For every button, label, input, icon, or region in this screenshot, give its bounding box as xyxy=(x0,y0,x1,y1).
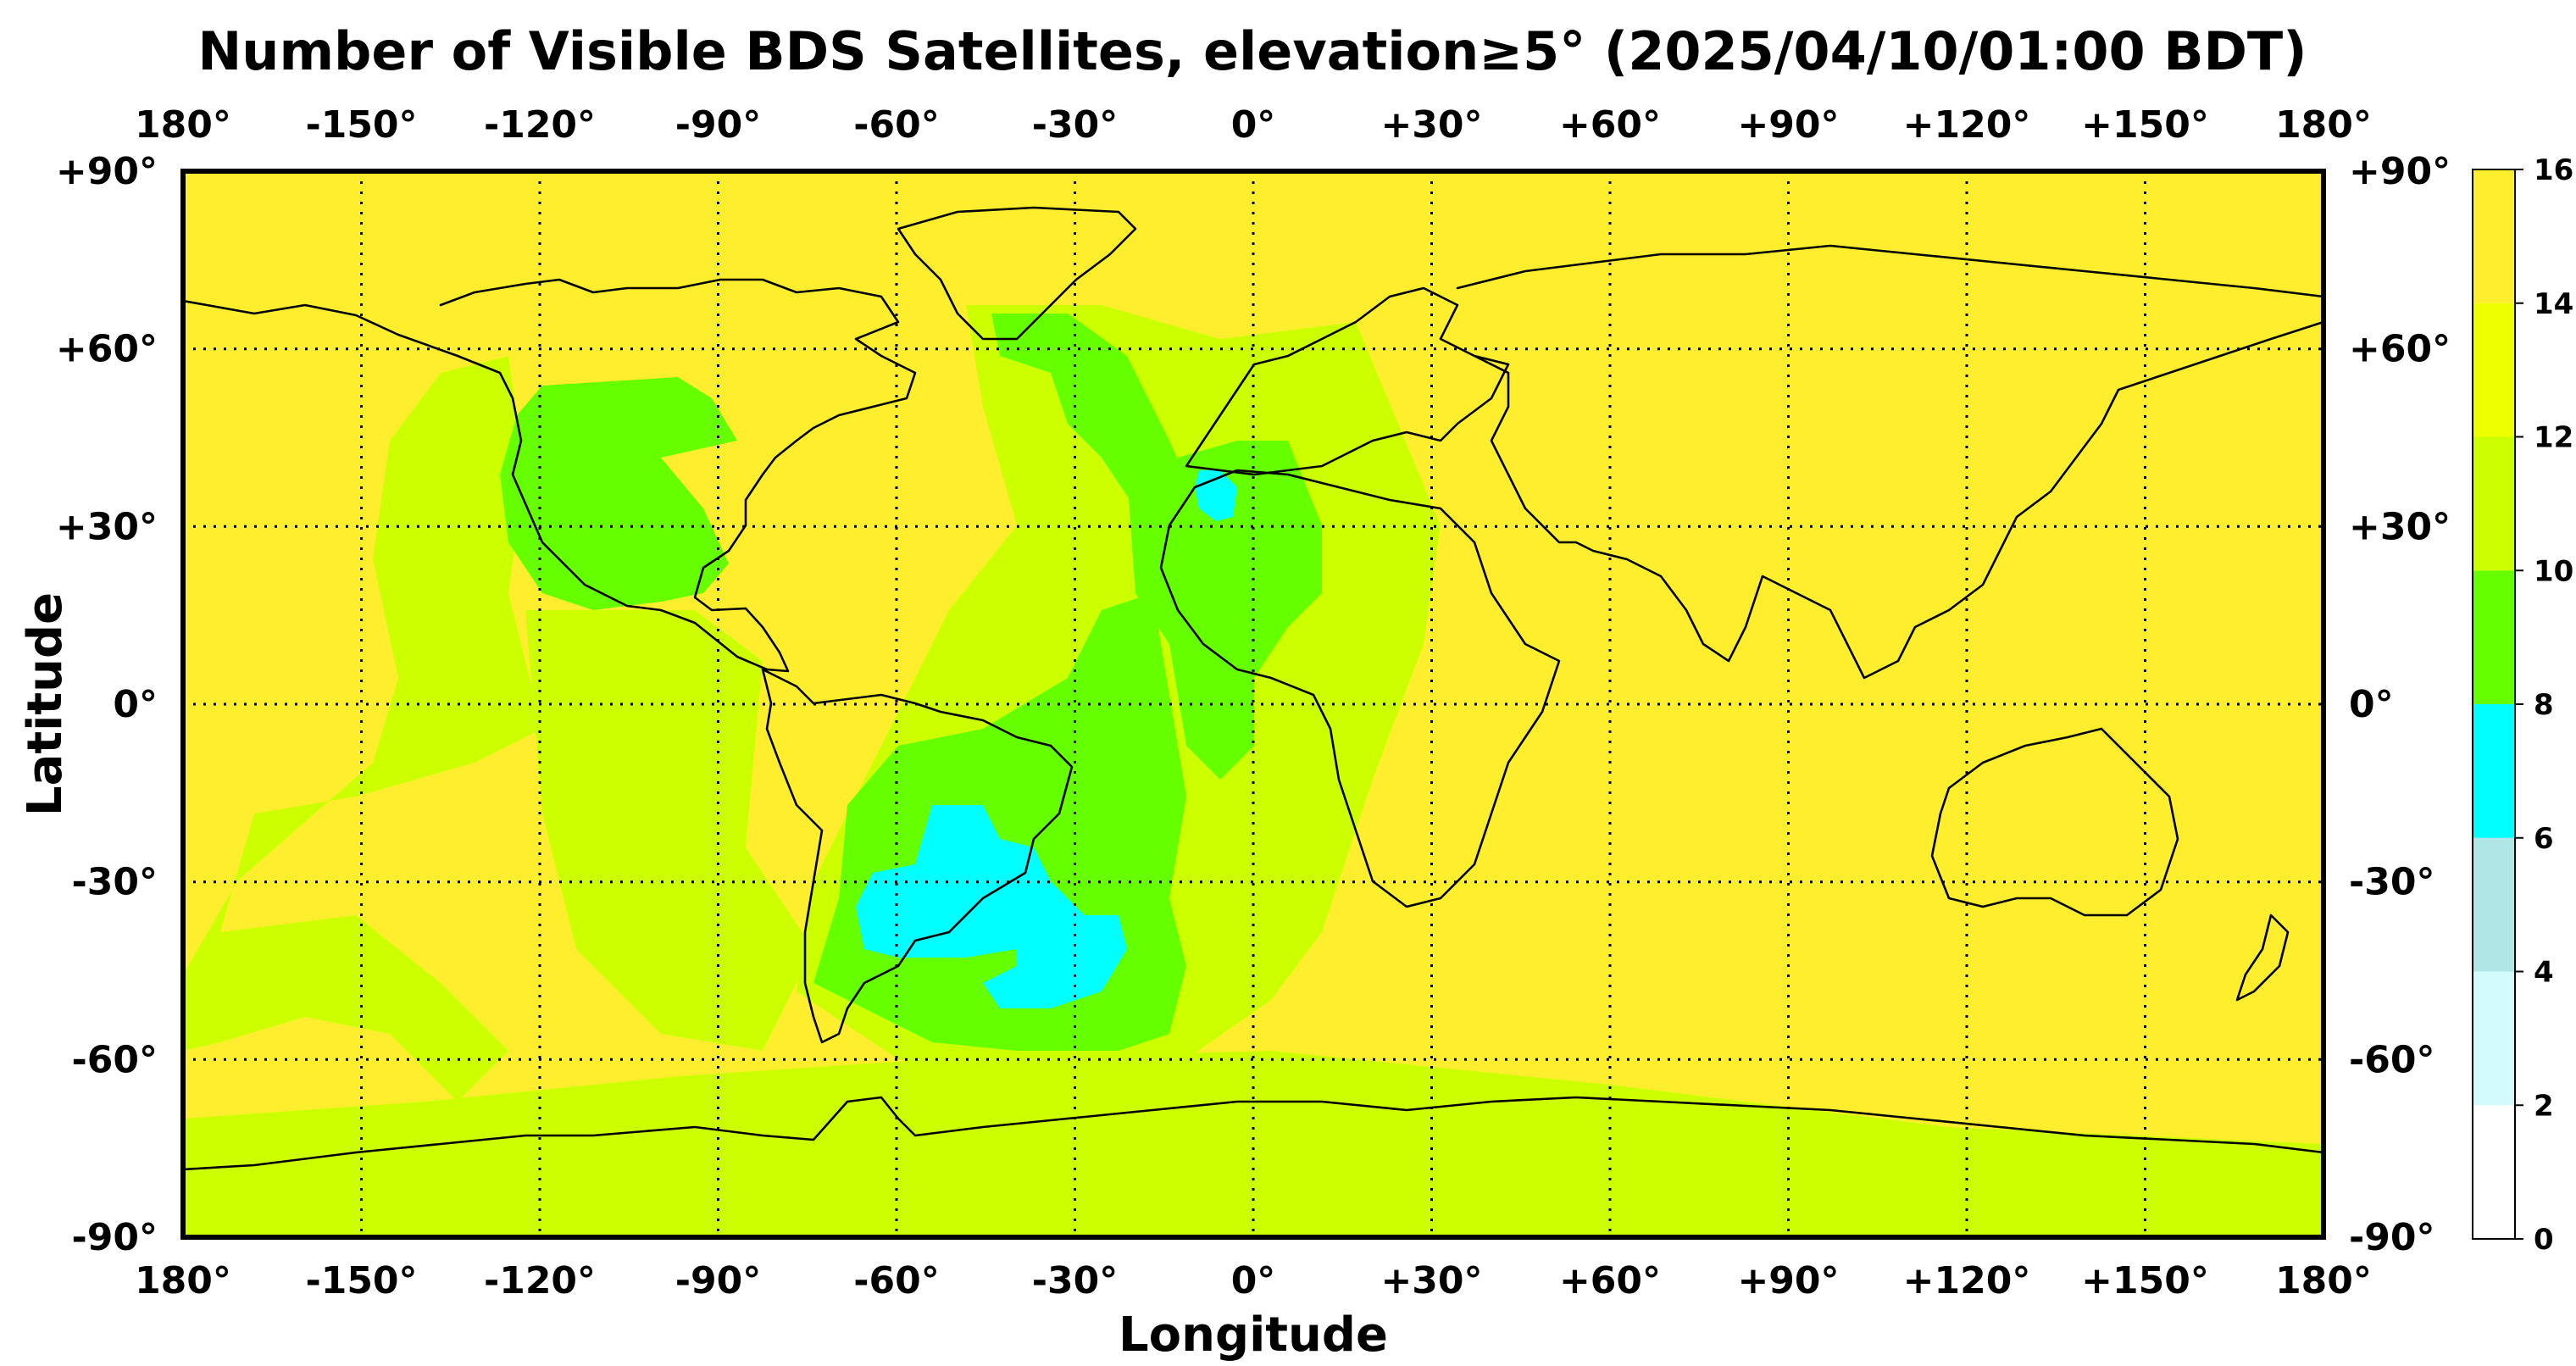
colorbar: 16 14 12 10 8 6 4 2 0 xyxy=(2472,153,2573,1257)
lon-tick-label: +150° xyxy=(2081,1259,2209,1302)
colorbar-tick-label: 2 xyxy=(2534,1089,2554,1123)
lat-tick-label: +30° xyxy=(56,505,158,548)
lon-tick-label: +150° xyxy=(2081,103,2209,147)
value-region-pacific xyxy=(183,356,542,1102)
colorbar-swatch xyxy=(2473,971,2515,1106)
lat-tick-label: +90° xyxy=(2349,150,2451,193)
lon-tick-label: -30° xyxy=(1032,103,1119,147)
lon-tick-label: 0° xyxy=(1231,1259,1276,1302)
lat-ticks-right: +90° +60° +30° 0° -30° -60° -90° xyxy=(2349,150,2451,1259)
lon-tick-label: -120° xyxy=(484,103,596,147)
colorbar-tick-label: 0 xyxy=(2534,1223,2554,1257)
lon-tick-label: 180° xyxy=(2275,1259,2372,1302)
colorbar-swatch xyxy=(2473,704,2515,838)
lat-tick-label: -30° xyxy=(2349,861,2435,904)
x-axis-label: Longitude xyxy=(1119,1308,1388,1363)
colorbar-swatch xyxy=(2473,837,2515,972)
colorbar-swatch xyxy=(2473,436,2515,571)
lon-tick-label: -90° xyxy=(675,1259,762,1302)
colorbar-tick-label: 14 xyxy=(2534,287,2573,321)
lon-tick-label: -150° xyxy=(305,1259,417,1302)
coast-antarctica xyxy=(183,1096,2323,1171)
map-frame xyxy=(180,169,2326,1240)
grid-lines xyxy=(183,171,2323,1237)
lon-tick-label: +60° xyxy=(1559,1259,1661,1302)
lon-tick-label: +120° xyxy=(1903,103,2031,147)
lon-tick-label: 180° xyxy=(135,103,231,147)
lon-tick-label: +30° xyxy=(1380,103,1482,147)
colorbar-swatches xyxy=(2473,169,2515,1239)
lon-tick-label: 0° xyxy=(1231,103,1276,147)
coast-new-zealand xyxy=(2235,913,2290,1002)
coast-greenland xyxy=(897,206,1137,341)
lon-tick-label: +30° xyxy=(1380,1259,1482,1302)
lon-tick-label: -120° xyxy=(484,1259,596,1302)
colorbar-swatch xyxy=(2473,1105,2515,1239)
lat-tick-label: +60° xyxy=(2349,328,2451,371)
colorbar-swatch xyxy=(2473,169,2515,303)
lon-ticks-top: 180° -150° -120° -90° -60° -30° 0° +30° … xyxy=(135,103,2372,147)
lat-tick-label: 0° xyxy=(113,683,158,726)
colorbar-tick-label: 16 xyxy=(2534,153,2573,187)
lon-tick-label: +90° xyxy=(1737,103,1839,147)
colorbar-tick-label: 6 xyxy=(2534,822,2554,856)
lat-ticks-left: +90° +60° +30° 0° -30° -60° -90° xyxy=(56,150,158,1259)
coast-north-america xyxy=(183,278,917,673)
lat-tick-label: -90° xyxy=(72,1216,158,1259)
lon-tick-label: -60° xyxy=(853,1259,940,1302)
colorbar-tick-label: 4 xyxy=(2534,956,2554,990)
y-axis-label: Latitude xyxy=(18,592,73,816)
colorbar-swatch xyxy=(2473,570,2515,704)
lat-tick-label: -30° xyxy=(72,861,158,904)
lat-tick-label: +30° xyxy=(2349,505,2451,548)
lon-tick-label: -90° xyxy=(675,103,762,147)
lon-tick-label: -60° xyxy=(853,103,940,147)
lat-tick-label: +60° xyxy=(56,328,158,371)
lon-tick-label: +120° xyxy=(1903,1259,2031,1302)
lon-ticks-bottom: 180° -150° -120° -90° -60° -30° 0° +30° … xyxy=(135,1259,2372,1302)
coast-australia xyxy=(1930,727,2179,917)
lat-tick-label: -60° xyxy=(72,1038,158,1081)
lon-tick-label: +90° xyxy=(1737,1259,1839,1302)
coast-africa xyxy=(1159,469,1561,908)
lon-tick-label: -150° xyxy=(305,103,417,147)
lon-tick-label: -30° xyxy=(1032,1259,1119,1302)
value-region-north-america xyxy=(500,377,737,610)
value-region-east-pacific xyxy=(525,610,813,1051)
coastlines xyxy=(183,206,2323,1171)
value-region-argentine-basin xyxy=(983,915,1127,1008)
colorbar-tick-label: 10 xyxy=(2534,554,2573,588)
lat-tick-label: 0° xyxy=(2349,683,2394,726)
chart-title: Number of Visible BDS Satellites, elevat… xyxy=(197,20,2307,82)
colorbar-swatch xyxy=(2473,303,2515,437)
lat-tick-label: -60° xyxy=(2349,1038,2435,1081)
value-region-uruguay xyxy=(856,805,1085,958)
lon-tick-label: 180° xyxy=(135,1259,231,1302)
coast-south-america xyxy=(761,668,1074,1044)
colorbar-tick-label: 12 xyxy=(2534,421,2573,455)
lon-tick-label: +60° xyxy=(1559,103,1661,147)
lat-tick-label: -90° xyxy=(2349,1216,2435,1259)
lon-tick-label: 180° xyxy=(2275,103,2372,147)
lat-tick-label: +90° xyxy=(56,150,158,193)
coast-asia xyxy=(1456,244,2323,680)
colorbar-ticks: 16 14 12 10 8 6 4 2 0 xyxy=(2515,153,2573,1257)
colorbar-tick-label: 8 xyxy=(2534,688,2554,722)
map-area xyxy=(183,171,2323,1237)
